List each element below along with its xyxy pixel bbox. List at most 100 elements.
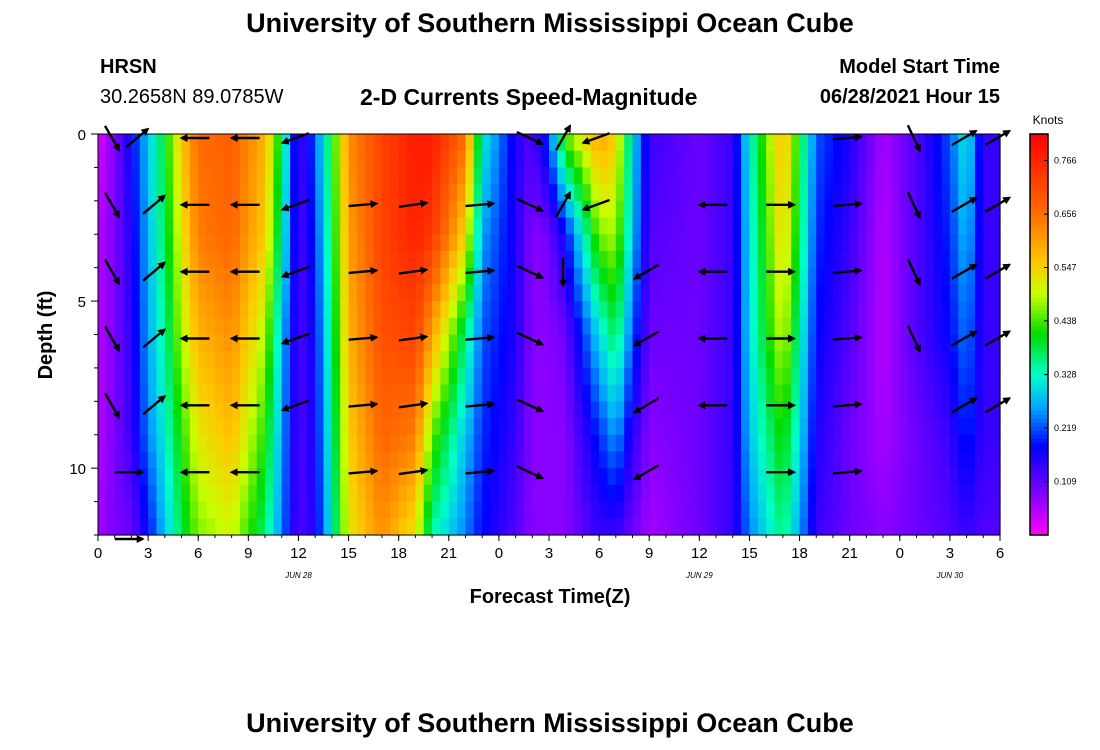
heatmap-cell: [682, 167, 692, 185]
heatmap-cell: [432, 167, 442, 185]
heatmap-cell: [841, 250, 851, 269]
heatmap-cell: [139, 167, 149, 185]
heatmap-cell: [974, 134, 984, 152]
heatmap-cell: [682, 200, 692, 219]
heatmap-cell: [515, 150, 525, 169]
heatmap-cell: [348, 134, 358, 152]
current-vector: [398, 400, 429, 409]
colorbar-swatch: [1030, 306, 1048, 312]
heatmap-cell: [173, 134, 183, 152]
heatmap-cell: [139, 518, 149, 536]
heatmap-cell: [156, 418, 166, 436]
heatmap-cell: [916, 501, 926, 519]
heatmap-cell: [916, 317, 926, 336]
colorbar-swatch: [1030, 154, 1048, 159]
heatmap-cell: [331, 384, 341, 402]
heatmap-cell: [682, 418, 692, 436]
heatmap-cell: [198, 384, 208, 402]
heatmap-cell: [373, 518, 383, 536]
heatmap-cell: [315, 217, 325, 235]
heatmap-cell: [131, 284, 141, 302]
heatmap-cell: [941, 468, 951, 486]
heatmap-cell: [189, 167, 199, 185]
heatmap-cell: [398, 267, 408, 285]
heatmap-cell: [465, 250, 475, 269]
heatmap-cell: [214, 200, 224, 219]
heatmap-cell: [858, 217, 867, 235]
heatmap-cell: [966, 468, 976, 486]
heatmap-cell: [298, 367, 308, 386]
heatmap-cell: [532, 384, 542, 402]
heatmap-cell: [774, 501, 784, 519]
colorbar-swatch: [1030, 514, 1048, 520]
heatmap-cell: [816, 200, 826, 219]
heatmap-cell: [949, 451, 959, 469]
heatmap-cell: [114, 234, 124, 252]
heatmap-cell: [323, 501, 333, 519]
heatmap-cell: [607, 434, 617, 453]
heatmap-cell: [131, 484, 141, 503]
heatmap-cell: [156, 284, 166, 302]
heatmap-cell: [674, 468, 684, 486]
heatmap-cell: [766, 351, 776, 369]
heatmap-cell: [98, 518, 107, 536]
heatmap-cell: [891, 418, 901, 436]
heatmap-cell: [390, 301, 400, 319]
heatmap-cell: [523, 451, 533, 469]
heatmap-cell: [849, 150, 859, 169]
heatmap-cell: [741, 501, 751, 519]
heatmap-cell: [348, 351, 358, 369]
heatmap-cell: [682, 134, 692, 152]
heatmap-cell: [390, 334, 400, 352]
heatmap-cell: [791, 284, 801, 302]
heatmap-cell: [457, 351, 467, 369]
heatmap-cell: [607, 150, 617, 169]
heatmap-cell: [148, 150, 158, 169]
heatmap-cell: [791, 518, 801, 536]
heatmap-cell: [156, 301, 166, 319]
heatmap-cell: [490, 384, 500, 402]
current-vector: [632, 330, 660, 347]
x-tick-label: 21: [440, 545, 457, 562]
heatmap-cell: [716, 418, 725, 436]
heatmap-cell: [916, 484, 926, 503]
heatmap-cell: [540, 217, 550, 235]
heatmap-cell: [832, 234, 842, 252]
heatmap-cell: [924, 267, 934, 285]
heatmap-cell: [615, 451, 625, 469]
heatmap-cell: [131, 518, 141, 536]
heatmap-cell: [849, 334, 859, 352]
heatmap-cell: [164, 484, 174, 503]
heatmap-cell: [941, 484, 951, 503]
heatmap-cell: [582, 184, 592, 202]
heatmap-cell: [615, 217, 625, 235]
heatmap-cell: [198, 267, 208, 285]
heatmap-cell: [432, 267, 442, 285]
heatmap-cell: [640, 217, 650, 235]
heatmap-cell: [465, 334, 475, 352]
heatmap-cell: [824, 167, 834, 185]
heatmap-cell: [849, 418, 859, 436]
heatmap-cell: [582, 167, 592, 185]
heatmap-cell: [824, 351, 834, 369]
heatmap-cell: [148, 434, 158, 453]
heatmap-cell: [223, 301, 233, 319]
heatmap-cell: [340, 451, 350, 469]
heatmap-cell: [682, 384, 692, 402]
heatmap-cell: [365, 134, 375, 152]
heatmap-cell: [239, 234, 249, 252]
heatmap-cell: [306, 250, 316, 269]
heatmap-cell: [398, 484, 408, 503]
heatmap-cell: [699, 284, 709, 302]
heatmap-cell: [749, 518, 759, 536]
heatmap-cell: [498, 418, 508, 436]
colorbar-swatch: [1030, 346, 1048, 352]
heatmap-cell: [891, 150, 901, 169]
heatmap-cell: [624, 384, 634, 402]
heatmap-cell: [816, 301, 826, 319]
heatmap-cell: [206, 434, 216, 453]
heatmap-cell: [448, 418, 458, 436]
colorbar-swatch: [1030, 286, 1048, 291]
heatmap-cell: [131, 217, 141, 235]
heatmap-cell: [156, 434, 166, 453]
